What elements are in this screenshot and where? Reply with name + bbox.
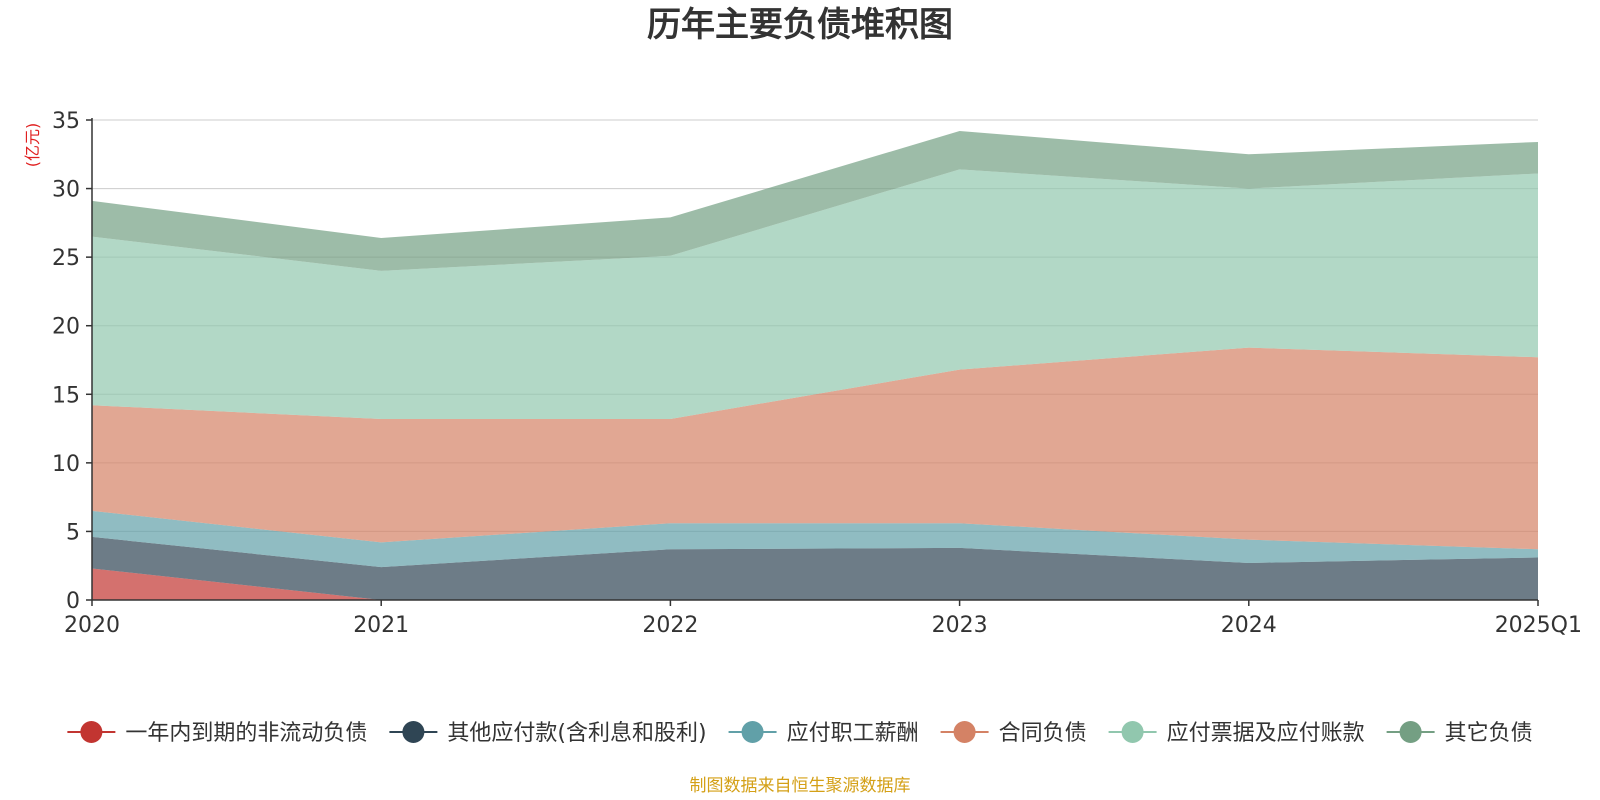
x-tick-label-3: 2023: [932, 613, 988, 638]
y-tick-label-35: 35: [52, 109, 80, 134]
legend-item-3: 合同负债: [940, 721, 1087, 746]
area-series-3: [92, 347, 1538, 550]
area-series-0: [92, 568, 1538, 600]
legend-label-4: 应付票据及应付账款: [1167, 721, 1365, 746]
x-tick-label-0: 2020: [64, 613, 120, 638]
legend-marker-5: [1399, 721, 1422, 743]
legend-marker-0: [80, 721, 103, 743]
x-tick-label-4: 2024: [1221, 613, 1277, 638]
legend-item-4: 应付票据及应付账款: [1108, 721, 1365, 746]
area-series-5: [92, 130, 1538, 271]
legend-label-1: 其他应付款(含利息和股利): [447, 721, 706, 746]
x-tick-label-5: 2025Q1: [1495, 613, 1582, 638]
area-series-4: [92, 169, 1538, 419]
area-series-1: [92, 536, 1538, 600]
legend-label-2: 应付职工薪酬: [787, 721, 919, 746]
area-series-2: [92, 510, 1538, 568]
legend-label-3: 合同负债: [999, 721, 1087, 746]
y-tick-label-15: 15: [52, 383, 80, 408]
axes: 0 5 10 15 20 25 30 35 2020 2021 2022 2023 2024 2025Q1: [52, 109, 1582, 638]
x-tick-label-2: 2022: [642, 613, 698, 638]
legend-marker-4: [1121, 721, 1144, 743]
y-tick-label-5: 5: [66, 520, 80, 545]
legend-label-0: 一年内到期的非流动负债: [125, 721, 367, 746]
y-tick-label-0: 0: [66, 589, 80, 614]
legend-marker-2: [741, 721, 764, 743]
legend-item-5: 其它负债: [1386, 721, 1533, 746]
legend: 一年内到期的非流动负债 其他应付款(含利息和股利) 应付职工薪酬 合同负债 应付票据及应…: [67, 721, 1533, 746]
y-axis-unit-label: (亿元): [23, 123, 42, 168]
legend-item-1: 其他应付款(含利息和股利): [389, 721, 707, 746]
x-tick-label-1: 2021: [353, 613, 409, 638]
legend-item-0: 一年内到期的非流动负债: [67, 721, 367, 746]
legend-label-5: 其它负债: [1445, 721, 1533, 746]
chart-title: 历年主要负债堆积图: [647, 5, 953, 45]
legend-marker-1: [402, 721, 425, 743]
y-tick-label-25: 25: [52, 246, 80, 271]
y-tick-label-20: 20: [52, 315, 80, 340]
data-source-note: 制图数据来自恒生聚源数据库: [690, 776, 911, 796]
y-tick-label-10: 10: [52, 452, 80, 477]
legend-marker-3: [953, 721, 976, 743]
legend-item-2: 应付职工薪酬: [728, 721, 919, 746]
area-series-group: [92, 130, 1538, 600]
y-tick-label-30: 30: [52, 178, 80, 203]
